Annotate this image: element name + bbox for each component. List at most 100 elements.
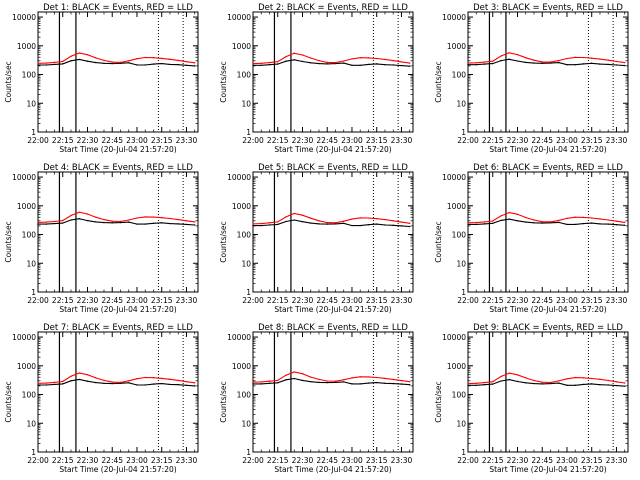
data-point-events (45, 223, 47, 225)
data-point-events (78, 378, 80, 381)
data-point-events (169, 63, 171, 66)
data-point-lld (558, 219, 560, 222)
data-point-events (624, 224, 626, 226)
y-tick-label: 1000 (447, 202, 466, 211)
x-tick-label: 23:30 (176, 296, 198, 305)
series-line-events (253, 59, 410, 67)
x-tick-label: 22:00 (27, 296, 49, 305)
data-point-lld (318, 378, 320, 381)
x-tick-label: 22:00 (242, 296, 264, 305)
data-point-lld (334, 222, 337, 224)
data-point-events (615, 64, 618, 66)
data-point-events (62, 63, 64, 65)
data-point-events (400, 383, 403, 385)
x-axis-label: Start Time (20-Jul-04 21:57:20) (489, 145, 606, 154)
y-axis-label: Counts/sec (219, 61, 228, 102)
data-point-events (45, 384, 47, 386)
panel-title: Det 6: BLACK = Events, RED = LLD (473, 163, 623, 173)
data-point-lld (136, 217, 138, 219)
y-tick-label: 1000 (447, 362, 466, 371)
data-point-events (128, 221, 130, 223)
x-tick-label: 23:15 (366, 296, 388, 305)
data-point-events (78, 218, 80, 220)
y-tick-label: 10000 (12, 173, 36, 182)
data-point-events (525, 382, 527, 384)
data-point-lld (392, 59, 394, 62)
data-point-events (285, 220, 287, 223)
data-point-events (359, 224, 361, 227)
data-point-lld (45, 382, 47, 384)
y-axis-label: Counts/sec (434, 381, 443, 422)
y-tick-label: 1 (461, 288, 466, 297)
data-point-events (252, 383, 254, 385)
data-point-lld (492, 60, 494, 62)
data-point-lld (591, 57, 593, 59)
x-tick-label: 23:00 (126, 136, 148, 145)
x-tick-label: 23:15 (581, 136, 603, 145)
data-point-events (343, 222, 345, 225)
data-point-events (326, 223, 328, 225)
series-line-events (253, 219, 410, 228)
data-point-lld (310, 376, 312, 378)
x-tick-label: 22:45 (101, 456, 123, 465)
data-point-events (500, 380, 502, 382)
y-tick-label: 1 (246, 288, 251, 297)
data-point-lld (591, 377, 593, 380)
data-point-events (268, 63, 271, 66)
panel-title: Det 9: BLACK = Events, RED = LLD (473, 323, 623, 333)
x-tick-label: 23:30 (606, 456, 628, 465)
data-point-lld (326, 380, 328, 382)
plot-frame (467, 331, 629, 453)
data-point-lld (285, 216, 287, 218)
data-point-lld (400, 379, 403, 382)
x-tick-label: 22:30 (77, 456, 99, 465)
x-tick-label: 22:15 (52, 456, 74, 465)
data-point-lld (516, 213, 519, 216)
data-point-lld (483, 381, 486, 384)
data-point-events (144, 64, 146, 66)
data-point-events (508, 378, 510, 381)
data-point-lld (351, 58, 353, 60)
data-point-events (194, 385, 196, 387)
data-point-events (566, 223, 568, 226)
data-point-events (483, 223, 486, 225)
data-point-lld (392, 378, 394, 381)
data-point-lld (301, 214, 304, 216)
data-point-lld (144, 376, 146, 379)
data-point-lld (194, 62, 196, 64)
data-point-events (293, 377, 295, 380)
data-point-lld (343, 220, 345, 222)
data-point-events (318, 62, 320, 65)
data-point-lld (574, 216, 576, 218)
data-point-lld (78, 372, 80, 374)
x-axis-label: Start Time (20-Jul-04 21:57:20) (59, 465, 176, 474)
data-point-lld (103, 59, 105, 62)
x-tick-label: 22:00 (27, 456, 49, 465)
data-point-events (70, 60, 72, 62)
y-tick-label: 10 (456, 259, 466, 268)
y-tick-label: 100 (22, 231, 37, 240)
data-point-lld (285, 55, 287, 58)
y-tick-label: 10000 (442, 333, 466, 342)
data-point-lld (615, 60, 618, 63)
data-point-events (37, 223, 39, 225)
data-point-lld (467, 382, 469, 385)
data-point-lld (277, 221, 279, 223)
x-tick-label: 22:30 (507, 296, 529, 305)
data-point-lld (177, 379, 179, 382)
data-point-lld (86, 373, 89, 376)
y-tick-label: 10000 (227, 333, 251, 342)
data-point-lld (376, 376, 378, 379)
x-tick-label: 22:00 (27, 136, 49, 145)
y-tick-label: 10000 (227, 173, 251, 182)
x-tick-label: 22:15 (267, 456, 289, 465)
panel-det-4: Det 4: BLACK = Events, RED = LLD 1 10 100 10… (4, 163, 199, 314)
data-point-lld (194, 382, 196, 384)
y-tick-label: 10000 (12, 333, 36, 342)
data-point-lld (475, 221, 477, 224)
data-point-lld (376, 57, 378, 60)
x-axis-label: Start Time (20-Jul-04 21:57:20) (59, 305, 176, 314)
x-tick-label: 23:15 (366, 456, 388, 465)
data-point-lld (334, 61, 337, 64)
data-point-events (103, 221, 105, 224)
